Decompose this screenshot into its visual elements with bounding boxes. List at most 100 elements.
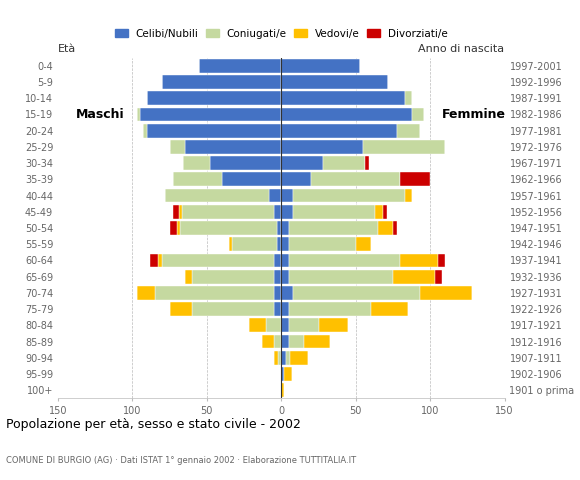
Bar (281, 91, 405, 105)
Bar (289, 318, 318, 332)
Bar (281, 237, 289, 251)
Bar (274, 253, 281, 267)
Bar (405, 91, 412, 105)
Bar (438, 253, 445, 267)
Bar (232, 237, 277, 251)
Bar (281, 108, 412, 121)
Bar (378, 221, 393, 235)
Bar (400, 253, 438, 267)
Bar (393, 270, 434, 284)
Bar (281, 302, 289, 316)
Bar (393, 221, 397, 235)
Bar (278, 351, 281, 365)
Bar (274, 302, 281, 316)
Bar (147, 91, 281, 105)
Bar (400, 172, 430, 186)
Bar (293, 189, 405, 203)
Bar (262, 335, 274, 348)
Bar (192, 270, 274, 284)
Bar (405, 189, 412, 203)
Bar (290, 351, 308, 365)
Bar (210, 156, 281, 170)
Bar (150, 253, 158, 267)
Bar (143, 124, 147, 138)
Bar (289, 270, 393, 284)
Bar (286, 351, 290, 365)
Text: Popolazione per età, sesso e stato civile - 2002: Popolazione per età, sesso e stato civil… (6, 418, 300, 431)
Bar (165, 189, 269, 203)
Bar (162, 253, 274, 267)
Bar (281, 75, 389, 89)
Bar (169, 221, 177, 235)
Text: Femmine: Femmine (442, 108, 506, 121)
Bar (365, 156, 369, 170)
Bar (137, 286, 155, 300)
Bar (281, 318, 289, 332)
Bar (184, 140, 281, 154)
Bar (274, 286, 281, 300)
Bar (293, 205, 375, 219)
Bar (304, 335, 331, 348)
Bar (281, 351, 286, 365)
Bar (137, 108, 140, 121)
Bar (274, 335, 281, 348)
Bar (281, 286, 293, 300)
Bar (375, 205, 383, 219)
Text: Età: Età (58, 44, 76, 54)
Text: Anno di nascita: Anno di nascita (419, 44, 505, 54)
Bar (158, 253, 162, 267)
Bar (173, 172, 222, 186)
Bar (318, 318, 348, 332)
Bar (412, 108, 424, 121)
Bar (200, 59, 281, 72)
Text: COMUNE DI BURGIO (AG) · Dati ISTAT 1° gennaio 2002 · Elaborazione TUTTITALIA.IT: COMUNE DI BURGIO (AG) · Dati ISTAT 1° ge… (6, 456, 356, 465)
Bar (277, 237, 281, 251)
Bar (281, 384, 284, 397)
Bar (281, 124, 397, 138)
Bar (140, 108, 281, 121)
Bar (266, 318, 281, 332)
Bar (281, 156, 323, 170)
Bar (281, 189, 293, 203)
Bar (184, 270, 192, 284)
Bar (177, 221, 180, 235)
Bar (183, 156, 210, 170)
Bar (281, 270, 289, 284)
Bar (222, 172, 281, 186)
Bar (274, 205, 281, 219)
Bar (179, 205, 182, 219)
Bar (289, 335, 304, 348)
Bar (274, 351, 278, 365)
Bar (277, 221, 281, 235)
Bar (323, 156, 365, 170)
Bar (311, 172, 400, 186)
Bar (284, 367, 292, 381)
Bar (281, 172, 311, 186)
Text: Maschi: Maschi (76, 108, 125, 121)
Bar (383, 205, 387, 219)
Bar (281, 335, 289, 348)
Legend: Celibi/Nubili, Coniugati/e, Vedovi/e, Divorziati/e: Celibi/Nubili, Coniugati/e, Vedovi/e, Di… (115, 29, 448, 39)
Bar (182, 205, 274, 219)
Bar (147, 124, 281, 138)
Bar (170, 140, 184, 154)
Bar (274, 270, 281, 284)
Bar (293, 286, 420, 300)
Bar (229, 237, 232, 251)
Bar (289, 237, 356, 251)
Bar (173, 205, 179, 219)
Bar (434, 270, 442, 284)
Bar (289, 221, 378, 235)
Bar (356, 237, 371, 251)
Bar (289, 253, 400, 267)
Bar (397, 124, 420, 138)
Bar (162, 75, 281, 89)
Bar (281, 205, 293, 219)
Bar (363, 140, 445, 154)
Bar (289, 302, 371, 316)
Bar (420, 286, 472, 300)
Bar (281, 59, 360, 72)
Bar (155, 286, 274, 300)
Bar (281, 221, 289, 235)
Bar (281, 367, 284, 381)
